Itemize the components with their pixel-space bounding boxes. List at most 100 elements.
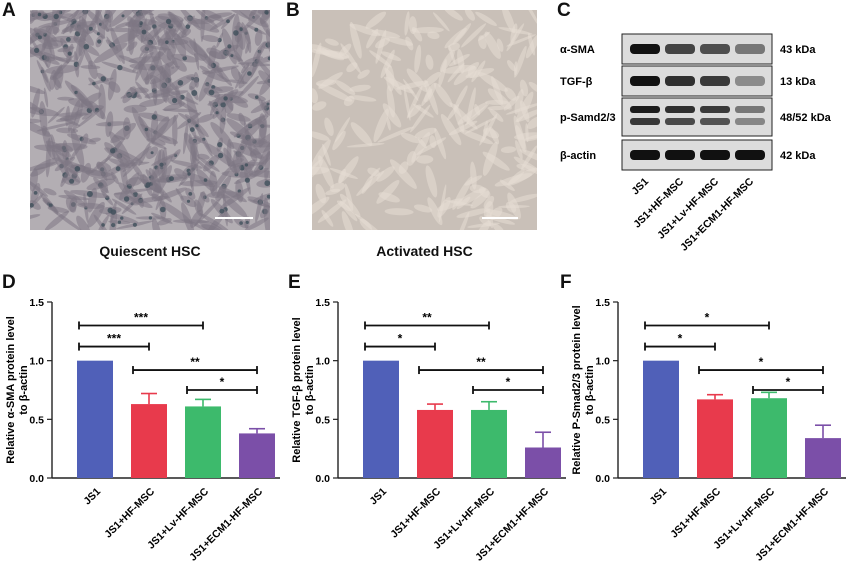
cell-shape: [197, 153, 210, 160]
chart-p-smad: Relative P-Smad2/3 protein levelto β-act…: [571, 297, 846, 564]
bar: [643, 360, 679, 478]
cell-shape: [386, 85, 396, 118]
cell-nucleus: [187, 172, 191, 176]
cell-nucleus: [110, 209, 117, 215]
y-tick-label: 1.0: [595, 356, 610, 368]
cell-nucleus: [185, 24, 191, 30]
cell-shape: [312, 131, 330, 141]
cell-shape: [144, 20, 171, 42]
cell-shape: [201, 34, 220, 43]
cell-shape: [265, 29, 270, 56]
cell-nucleus: [254, 27, 259, 32]
cell-shape: [107, 68, 117, 101]
cell-nucleus: [215, 111, 219, 115]
cell-nucleus: [219, 208, 225, 214]
cell-shape: [321, 210, 334, 227]
cell-nucleus: [123, 196, 130, 202]
cell-nucleus: [30, 203, 34, 208]
cell-shape: [411, 26, 444, 34]
cell-nucleus: [111, 222, 116, 228]
cell-shape: [181, 202, 195, 230]
cell-nucleus: [66, 37, 71, 42]
cell-shape: [506, 59, 516, 72]
y-tick-label: 0.5: [315, 414, 330, 426]
cell-shape: [316, 83, 353, 102]
cell-shape: [525, 33, 537, 59]
y-tick-label: 0.0: [595, 473, 610, 485]
cell-shape: [120, 91, 137, 99]
y-axis-label-line2: to β-actin: [584, 365, 596, 415]
cell-shape: [174, 33, 187, 58]
cell-shape: [89, 137, 101, 143]
cell-nucleus: [177, 80, 184, 86]
cell-nucleus: [74, 166, 81, 172]
blot-band: [630, 106, 660, 113]
bar: [751, 398, 787, 478]
bar: [363, 360, 399, 478]
significance-label: ***: [107, 332, 121, 346]
cell-shape: [151, 114, 179, 142]
cell-shape: [176, 28, 192, 39]
cell-shape: [521, 10, 537, 28]
blot-band: [630, 150, 660, 160]
cell-nucleus: [208, 89, 215, 96]
cell-shape: [514, 88, 524, 115]
cell-nucleus: [34, 47, 40, 54]
cell-nucleus: [117, 64, 123, 71]
cell-shape: [500, 146, 517, 154]
cell-shape: [519, 79, 529, 97]
cell-shape: [188, 77, 199, 90]
cell-shape: [349, 84, 371, 92]
cell-shape: [47, 206, 70, 213]
blot-frame: [621, 97, 773, 137]
cell-shape: [335, 80, 356, 96]
cell-shape: [77, 202, 105, 209]
cell-shape: [208, 51, 224, 60]
cell-shape: [245, 42, 250, 54]
cell-shape: [96, 161, 112, 172]
cell-nucleus: [267, 56, 270, 61]
cell-nucleus: [101, 223, 105, 227]
panel-letter-b: B: [286, 0, 300, 21]
cell-shape: [389, 159, 417, 189]
blot-row-size: 42 kDa: [780, 150, 816, 162]
cell-shape: [201, 224, 222, 230]
cell-nucleus: [266, 194, 270, 199]
cell-shape: [369, 167, 381, 179]
cell-shape: [332, 130, 346, 151]
cell-shape: [376, 166, 395, 182]
cell-shape: [193, 135, 206, 144]
cell-shape: [122, 146, 152, 173]
y-tick-label: 1.0: [315, 356, 330, 368]
cell-shape: [449, 102, 478, 130]
cell-shape: [98, 179, 109, 194]
y-tick-label: 1.5: [315, 297, 330, 309]
cell-shape: [43, 35, 52, 69]
cell-shape: [508, 169, 525, 185]
cell-shape: [474, 103, 481, 116]
blot-band: [700, 76, 730, 86]
cell-shape: [384, 36, 413, 46]
activated-hsc-caption: Activated HSC: [376, 243, 473, 259]
cell-nucleus: [186, 199, 191, 203]
cell-shape: [226, 118, 255, 142]
cell-shape: [128, 56, 162, 64]
cell-shape: [80, 65, 101, 70]
cell-nucleus: [88, 26, 93, 31]
y-axis-label-line2: to β-actin: [18, 365, 30, 415]
cell-nucleus: [159, 162, 164, 167]
blot-band: [700, 118, 730, 125]
cell-shape: [414, 44, 422, 73]
cell-shape: [492, 223, 505, 230]
cell-shape: [51, 142, 88, 151]
cell-shape: [432, 12, 450, 32]
cell-nucleus: [37, 35, 42, 40]
cell-shape: [113, 188, 153, 195]
x-tick-label: JS1+HF-MSC: [668, 485, 723, 540]
cell-shape: [489, 108, 504, 122]
chart-tgf-beta: Relative TGF-β protein levelto β-actin0.…: [291, 297, 566, 564]
significance-label: *: [705, 310, 710, 324]
blot-band: [665, 76, 695, 86]
bar: [525, 447, 561, 478]
cell-nucleus: [97, 39, 102, 44]
